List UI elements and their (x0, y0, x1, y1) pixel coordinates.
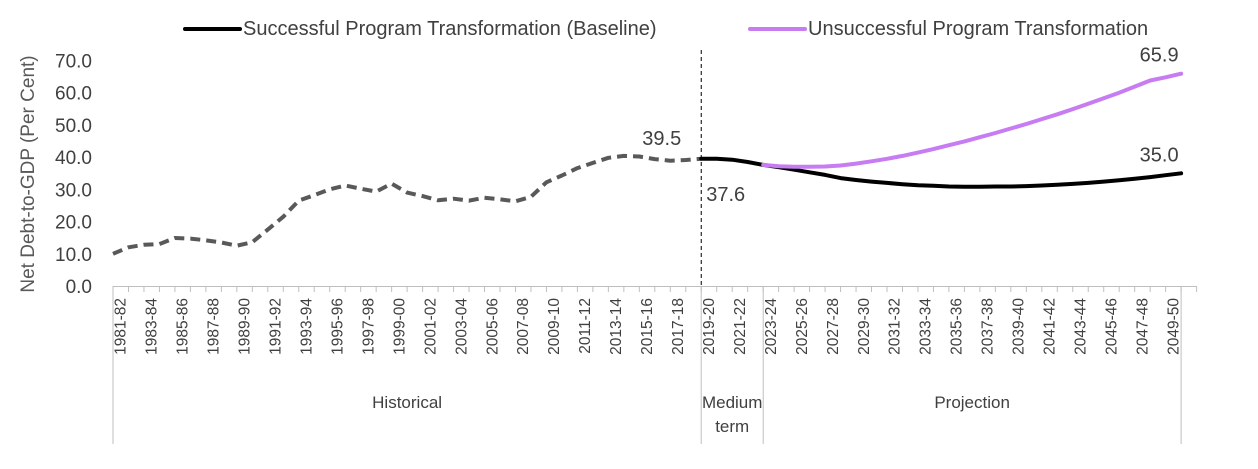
x-tick-label: 2025-26 (794, 298, 811, 355)
plot-area (112, 50, 1184, 286)
data-label: 37.6 (706, 184, 745, 206)
x-tick-label: 2013-14 (608, 298, 625, 355)
x-tick-label: 2005-06 (484, 298, 501, 355)
x-axis-groups: Historical Medium term Projection (112, 286, 1182, 444)
y-axis-label-group: Net Debt-to-GDP (Per Cent) (18, 55, 39, 292)
x-tick-label: 2039-40 (1011, 298, 1028, 355)
x-tick-label: 2029-30 (856, 298, 873, 355)
y-tick-label: 10.0 (55, 245, 92, 266)
series-historical-line (112, 153, 702, 256)
x-tick-label: 2027-28 (825, 298, 842, 355)
group-label-1: Historical (372, 393, 442, 412)
x-tick-label: 2033-34 (918, 298, 935, 355)
x-tick-label: 2031-32 (887, 298, 904, 355)
data-label: 65.9 (1140, 45, 1179, 67)
group-label-2: Medium term (702, 393, 762, 436)
x-tick-label: 1985-86 (175, 298, 192, 355)
x-tick-label: 2035-36 (949, 298, 966, 355)
y-tick-label: 20.0 (55, 213, 92, 234)
x-tick-label: 2021-22 (732, 298, 749, 355)
x-tick-label: 2041-42 (1042, 298, 1059, 355)
y-axis-label: Net Debt-to-GDP (Per Cent) (18, 55, 39, 292)
group-label-line: term (715, 417, 749, 436)
x-tick-label: 2019-20 (701, 298, 718, 355)
data-label: 39.5 (642, 128, 681, 150)
x-tick-label: 1987-88 (206, 298, 223, 355)
series-line-1 (699, 156, 1184, 189)
x-tick-label: 1983-84 (144, 298, 161, 355)
x-tick-label: 1999-00 (391, 298, 408, 355)
x-tick-label: 2043-44 (1073, 298, 1090, 355)
x-tick-label: 1989-90 (237, 298, 254, 355)
x-tick-label: 2023-24 (763, 298, 780, 355)
x-tick-label: 1993-94 (299, 298, 316, 355)
y-tick-label: 60.0 (55, 84, 92, 105)
data-label: 35.0 (1140, 144, 1179, 166)
y-tick-label: 30.0 (55, 180, 92, 201)
x-tick-label: 2047-48 (1134, 298, 1151, 355)
series-line-2 (761, 71, 1184, 169)
x-tick-label: 2011-12 (577, 298, 594, 354)
x-tick-label: 1997-98 (360, 298, 377, 355)
x-tick-label: 1991-92 (268, 298, 285, 355)
y-tick-label: 70.0 (55, 52, 92, 73)
y-axis: 0.0 10.0 20.0 30.0 40.0 50.0 60.0 70.0 (55, 52, 92, 299)
group-label-3: Projection (934, 393, 1010, 412)
x-tick-label: 2007-08 (515, 298, 532, 355)
x-axis: 1981-82 1983-84 1985-86 1987-88 1989-90 1991-… (112, 286, 1198, 355)
x-tick-label: 2045-46 (1103, 298, 1120, 355)
group-label-line: Medium (702, 393, 762, 412)
x-tick-label: 2049-50 (1165, 298, 1182, 355)
x-tick-label: 2037-38 (980, 298, 997, 355)
x-tick-label: 2017-18 (670, 298, 687, 355)
x-tick-label: 2015-16 (639, 298, 656, 355)
legend: Successful Program Transformation (Basel… (183, 18, 1148, 40)
y-tick-label: 40.0 (55, 148, 92, 169)
data-labels: 39.5 37.6 65.9 35.0 (642, 45, 1178, 206)
y-tick-label: 0.0 (66, 277, 92, 298)
legend-label-1: Successful Program Transformation (Basel… (243, 18, 657, 40)
y-tick-label: 50.0 (55, 116, 92, 137)
x-tick-label: 1981-82 (113, 298, 130, 355)
x-tick-label: 2001-02 (422, 298, 439, 355)
legend-label-2: Unsuccessful Program Transformation (808, 18, 1148, 40)
x-tick-label: 2009-10 (546, 298, 563, 355)
x-tick-label: 2003-04 (453, 298, 470, 355)
x-tick-label: 1995-96 (329, 298, 346, 355)
